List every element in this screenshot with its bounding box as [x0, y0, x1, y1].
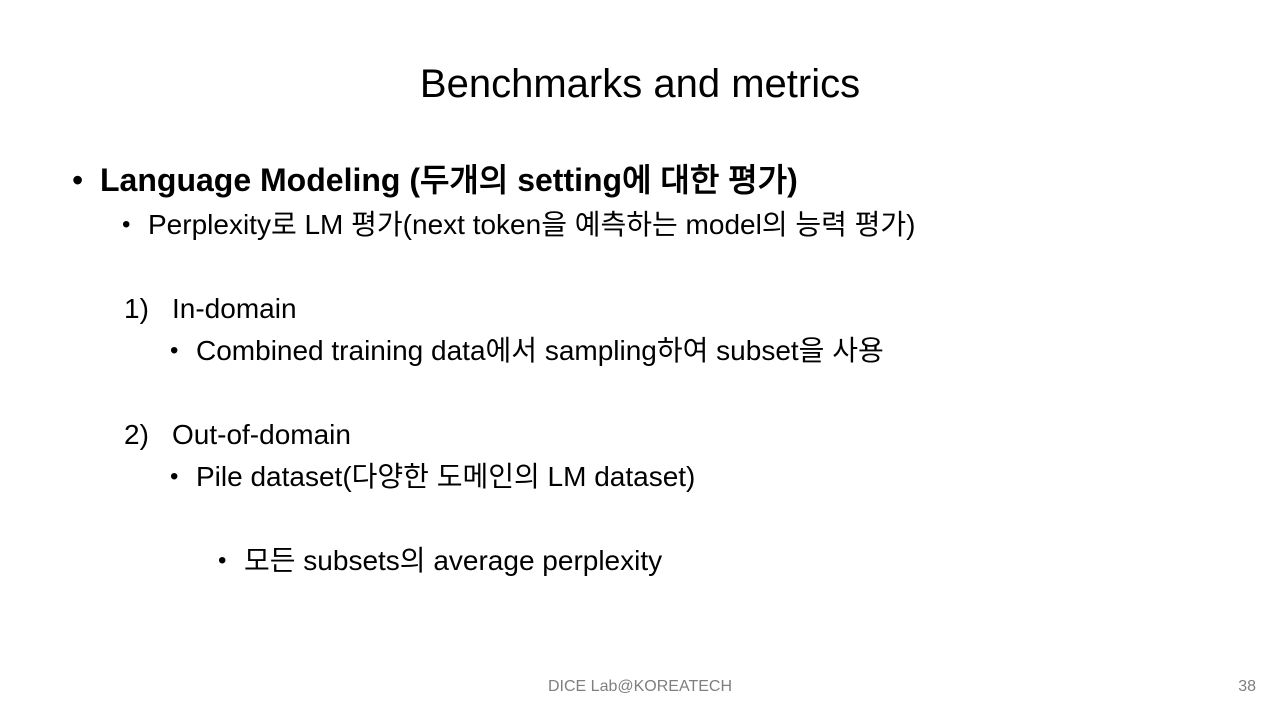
numbered-item-out-of-domain: 2) Out-of-domain — [124, 416, 351, 454]
average-perplexity-text: 모든 subsets의 average perplexity — [244, 545, 663, 576]
footer-lab-name: DICE Lab@KOREATECH — [548, 678, 732, 695]
out-of-domain-detail-bullet: • Pile dataset(다양한 도메인의 LM dataset) — [170, 458, 696, 496]
item-number: 2) — [124, 419, 149, 450]
bullet-marker: • — [72, 162, 84, 198]
item-number: 1) — [124, 293, 149, 324]
bullet-marker: • — [170, 337, 179, 364]
average-perplexity-bullet: • 모든 subsets의 average perplexity — [218, 542, 663, 580]
item-label: Out-of-domain — [172, 419, 351, 450]
in-domain-detail-text: Combined training data에서 sampling하여 subs… — [196, 335, 884, 366]
out-of-domain-detail-text: Pile dataset(다양한 도메인의 LM dataset) — [196, 461, 696, 492]
bullet-marker: • — [170, 463, 179, 490]
numbered-item-in-domain: 1) In-domain — [124, 290, 297, 328]
heading-bullet-item: • Language Modeling (두개의 setting에 대한 평가) — [72, 158, 798, 202]
bullet-marker: • — [122, 211, 131, 238]
page-number: 38 — [1238, 678, 1256, 695]
bullet-marker: • — [218, 547, 227, 574]
heading-text: Language Modeling (두개의 setting에 대한 평가) — [100, 162, 798, 198]
item-label: In-domain — [172, 293, 297, 324]
slide-title: Benchmarks and metrics — [419, 62, 861, 106]
perplexity-bullet-item: • Perplexity로 LM 평가(next token을 예측하는 mod… — [122, 206, 916, 244]
perplexity-text: Perplexity로 LM 평가(next token을 예측하는 model… — [148, 209, 916, 240]
in-domain-detail-bullet: • Combined training data에서 sampling하여 su… — [170, 332, 884, 370]
